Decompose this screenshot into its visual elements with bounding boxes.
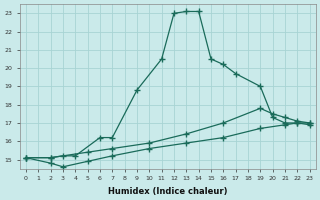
X-axis label: Humidex (Indice chaleur): Humidex (Indice chaleur) (108, 187, 228, 196)
